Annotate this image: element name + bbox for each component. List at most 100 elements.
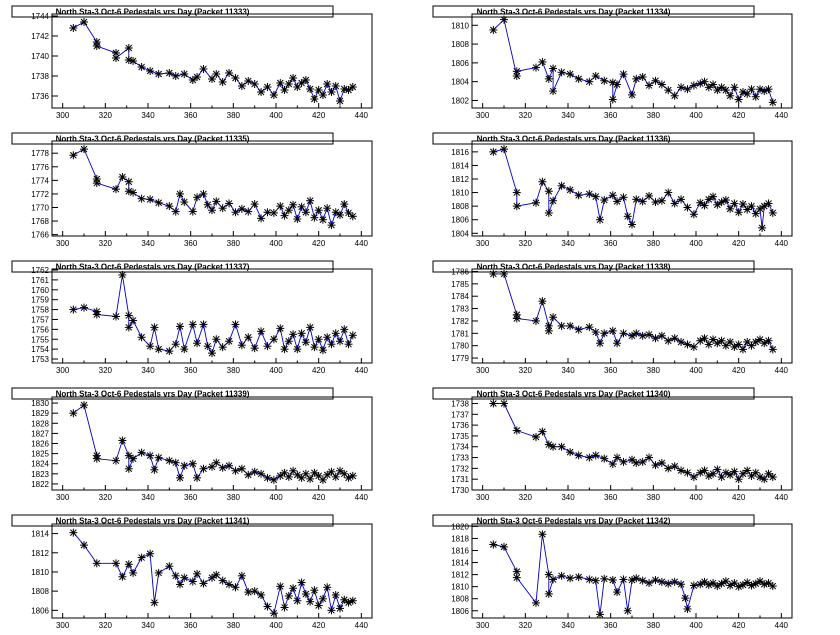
data-point-marker — [331, 329, 340, 338]
y-tick-label: 1786 — [451, 267, 469, 276]
data-point-marker — [69, 409, 78, 418]
y-tick-label: 1785 — [451, 280, 469, 289]
data-point-marker — [734, 208, 743, 217]
x-tick-label: 300 — [476, 621, 490, 630]
data-point-marker — [738, 200, 747, 209]
data-point-marker — [683, 203, 692, 212]
data-point-marker — [681, 594, 690, 603]
data-point-marker — [231, 74, 240, 82]
x-tick-label: 300 — [476, 239, 490, 248]
y-tick-label: 1810 — [31, 568, 49, 577]
data-point-marker — [269, 475, 278, 484]
data-point-marker — [193, 569, 202, 578]
y-tick-label: 1806 — [451, 607, 469, 616]
data-point-marker — [289, 584, 298, 593]
x-tick-label: 340 — [141, 621, 155, 630]
data-point-marker — [314, 86, 323, 94]
data-point-marker — [250, 587, 259, 596]
data-point-marker — [532, 198, 540, 207]
data-point-marker — [764, 199, 773, 208]
data-point-marker — [664, 579, 673, 588]
data-point-marker — [80, 145, 88, 154]
data-point-marker — [756, 577, 764, 586]
data-point-marker — [188, 76, 197, 84]
x-tick-label: 300 — [56, 493, 70, 502]
data-point-marker — [677, 195, 686, 204]
data-point-marker — [69, 24, 78, 32]
data-point-marker — [632, 74, 641, 83]
data-point-marker — [638, 457, 647, 466]
data-point-marker — [165, 456, 174, 465]
data-point-marker — [657, 331, 666, 340]
data-point-marker — [225, 69, 234, 77]
data-point-marker — [591, 328, 600, 337]
data-point-marker — [301, 208, 310, 217]
x-tick-label: 340 — [141, 239, 155, 248]
data-point-marker — [92, 179, 101, 188]
y-tick-label: 1772 — [31, 190, 49, 199]
data-point-marker — [645, 453, 654, 462]
y-tick-label: 1779 — [451, 354, 469, 363]
data-point-marker — [538, 57, 547, 66]
data-point-marker — [124, 177, 133, 186]
data-point-marker — [237, 341, 246, 350]
data-point-marker — [538, 177, 547, 186]
chart-title-box — [11, 514, 334, 527]
data-point-marker — [608, 95, 617, 104]
data-point-marker — [280, 211, 289, 220]
x-tick-label: 420 — [732, 621, 746, 630]
data-point-marker — [112, 54, 120, 62]
data-point-marker — [670, 91, 679, 100]
data-point-marker — [263, 473, 272, 482]
data-point-marker — [734, 475, 743, 484]
data-point-marker — [638, 576, 647, 585]
data-point-marker — [301, 338, 310, 347]
x-tick-label: 400 — [689, 239, 703, 248]
x-tick-label: 380 — [227, 366, 241, 375]
data-point-marker — [585, 575, 594, 584]
x-tick-label: 320 — [99, 493, 113, 502]
x-tick-label: 440 — [355, 366, 369, 375]
data-point-marker — [318, 594, 327, 603]
data-point-marker — [738, 345, 747, 354]
data-point-marker — [657, 458, 666, 467]
data-point-marker — [250, 200, 259, 209]
x-tick-label: 380 — [227, 239, 241, 248]
y-tick-label: 1827 — [31, 429, 49, 438]
data-point-marker — [193, 73, 202, 81]
data-point-marker — [628, 90, 636, 99]
data-point-marker — [112, 456, 120, 465]
x-tick-label: 400 — [689, 366, 703, 375]
data-point-marker — [257, 469, 266, 478]
data-point-marker — [180, 198, 189, 207]
data-point-marker — [623, 212, 632, 221]
x-tick-label: 420 — [312, 111, 326, 120]
y-tick-label: 1744 — [31, 12, 49, 21]
data-point-marker — [683, 468, 692, 477]
plot-frame — [51, 396, 373, 491]
x-tick-label: 420 — [312, 493, 326, 502]
data-point-marker — [726, 470, 735, 479]
data-point-marker — [764, 469, 773, 478]
data-point-marker — [619, 70, 628, 79]
data-point-marker — [250, 80, 259, 88]
data-point-marker — [171, 207, 180, 216]
data-point-marker — [276, 79, 285, 87]
x-tick-label: 360 — [604, 239, 618, 248]
data-point-marker — [632, 458, 641, 467]
data-point-marker — [512, 202, 521, 211]
data-point-marker — [180, 345, 189, 354]
x-tick-label: 340 — [561, 366, 575, 375]
data-point-marker — [193, 339, 202, 348]
x-tick-label: 380 — [647, 111, 661, 120]
data-point-marker — [225, 461, 234, 470]
data-point-marker — [489, 540, 498, 549]
data-point-marker — [704, 83, 713, 92]
data-point-marker — [297, 329, 306, 338]
data-point-marker — [700, 577, 709, 586]
data-point-marker — [154, 345, 163, 354]
data-point-marker — [146, 549, 155, 558]
data-point-marker — [269, 609, 278, 618]
data-point-marker — [512, 426, 521, 435]
